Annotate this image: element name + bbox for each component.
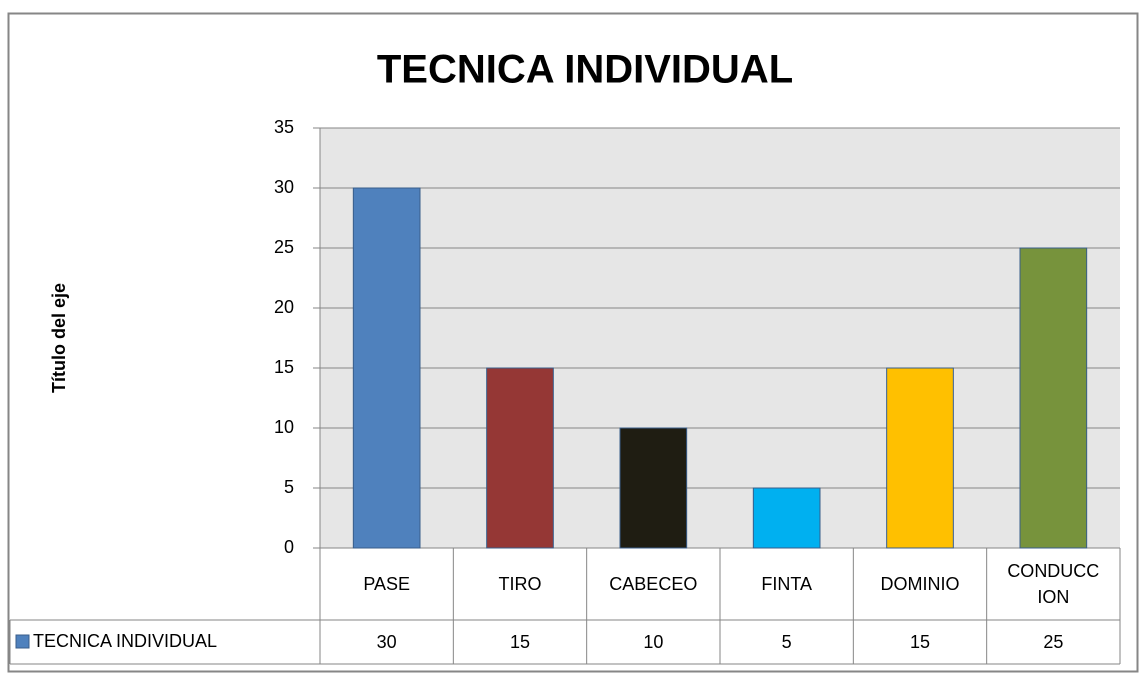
y-tick-label: 30: [274, 177, 294, 197]
bar: [886, 367, 954, 549]
y-tick-label: 35: [274, 117, 294, 137]
x-tick-label: FINTA: [761, 574, 812, 594]
table-value: 15: [510, 632, 530, 652]
bar: [619, 427, 688, 549]
legend-swatch: [15, 634, 30, 649]
x-tick-label: DOMINIO: [880, 574, 960, 594]
y-tick-label: 25: [274, 237, 294, 257]
y-tick-label: 0: [284, 537, 294, 557]
bar: [486, 367, 554, 549]
x-tick-label: PASE: [363, 574, 410, 594]
legend-label: TECNICA INDIVIDUAL: [33, 631, 217, 651]
bar: [352, 187, 421, 549]
y-tick-label: 10: [274, 417, 294, 437]
table-value: 5: [782, 632, 792, 652]
chart-title: TECNICA INDIVIDUAL: [377, 48, 793, 92]
x-tick-label: CONDUCCION: [1007, 561, 1100, 607]
y-tick-label: 5: [284, 477, 294, 497]
plot-area: [320, 128, 1120, 548]
y-tick-label: 20: [274, 297, 294, 317]
table-value: 15: [910, 632, 930, 652]
bar: [1019, 247, 1088, 549]
x-tick-label: TIRO: [498, 574, 542, 594]
y-axis-title: Título del eje: [49, 283, 69, 393]
y-tick-label: 15: [274, 357, 294, 377]
table-value: 10: [643, 632, 663, 652]
table-value: 25: [1043, 632, 1063, 652]
bar: [752, 487, 821, 549]
x-tick-label: CABECEO: [609, 574, 698, 594]
table-value: 30: [377, 632, 397, 652]
